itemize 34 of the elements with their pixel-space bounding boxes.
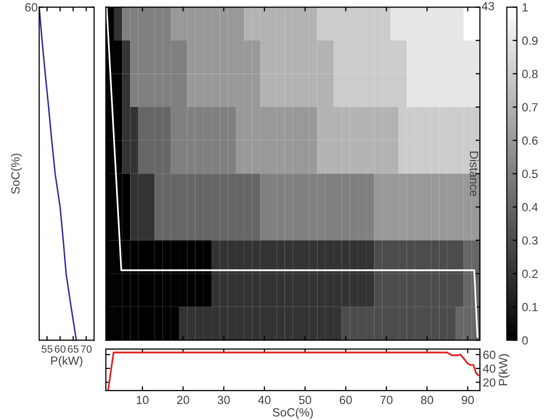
color-bar-label: 0.4 <box>522 203 538 212</box>
x-tick-label: 55 <box>42 345 52 353</box>
x-tick-label: 20 <box>177 396 190 404</box>
x-tick-label: 70 <box>80 345 92 353</box>
line-series <box>107 352 480 390</box>
text: 43 <box>482 2 494 10</box>
y-tick-label: 20 <box>483 378 496 387</box>
y-axis-title: SoC(%) <box>10 154 22 194</box>
x-tick-label: 70 <box>380 396 393 404</box>
color-bar-label: 0.2 <box>522 270 538 278</box>
x-axis-title: P(kW) <box>51 356 82 368</box>
x-tick-label: 40 <box>258 396 271 404</box>
color-bar-label: 0.5 <box>522 170 538 178</box>
x-tick-label: 60 <box>54 345 66 353</box>
x-tick-label: 90 <box>462 396 474 404</box>
y-axis-title: P(kW) <box>498 354 510 386</box>
color-bar-label: 0.6 <box>522 136 538 145</box>
color-bar-label: 1 <box>522 3 528 12</box>
y-axis-title: Distance <box>470 152 479 196</box>
x-axis-title: SoC(%) <box>272 408 313 419</box>
x-tick-label: 10 <box>136 396 149 404</box>
x-tick-label: 60 <box>340 396 352 404</box>
y-tick-label: 40 <box>482 364 496 373</box>
x-tick-label: 65 <box>68 345 79 353</box>
x-tick-label: 30 <box>218 396 230 404</box>
color-bar-label: 0.1 <box>522 302 538 312</box>
color-bar-label: 0.7 <box>522 103 538 112</box>
y-tick-label: 60 <box>483 350 496 359</box>
color-bar-label: 0.3 <box>522 236 538 245</box>
color-bar-label: 0 <box>522 336 528 345</box>
x-tick-label: 80 <box>421 396 434 404</box>
color-bar-label: 0.9 <box>522 36 538 45</box>
color-bar-label: 0.8 <box>522 70 538 78</box>
x-tick-label: 50 <box>298 396 312 404</box>
